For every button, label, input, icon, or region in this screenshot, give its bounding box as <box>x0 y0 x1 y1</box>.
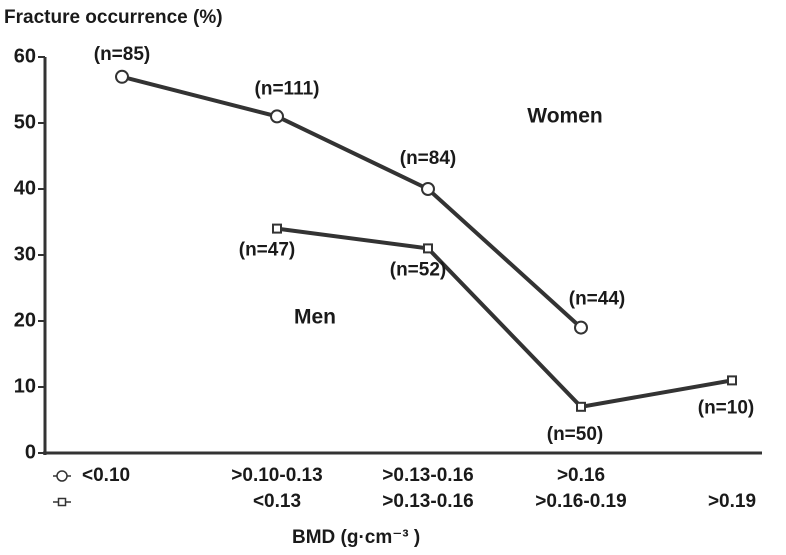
y-tick-label: 50 <box>14 111 36 133</box>
x-tick-label: <0.10 <box>82 465 130 486</box>
n-label: (n=44) <box>569 289 626 310</box>
n-label: (n=85) <box>94 44 151 65</box>
legend-marker <box>57 497 67 507</box>
n-label: (n=52) <box>390 259 447 280</box>
y-tick-label: 30 <box>14 243 36 265</box>
point <box>423 243 433 254</box>
series-line <box>121 74 583 330</box>
n-label: (n=47) <box>239 240 296 261</box>
point <box>576 401 586 412</box>
x-tick-label: >0.13-0.16 <box>382 465 473 486</box>
n-label: (n=111) <box>255 78 320 99</box>
y-tick-label: 0 <box>25 441 36 463</box>
point <box>727 375 737 386</box>
legend-marker <box>56 470 68 482</box>
series-line <box>276 226 733 409</box>
y-tick-label: 20 <box>14 309 36 331</box>
y-tick-label: 40 <box>14 177 36 199</box>
y-axis-title: Fracture occurrence (%) <box>4 7 223 28</box>
series-name: Women <box>527 105 602 128</box>
x-tick-label: >0.10-0.13 <box>231 465 322 486</box>
y-tick-label: 60 <box>14 45 36 67</box>
series-name: Men <box>294 306 336 329</box>
x-tick-label: >0.16-0.19 <box>535 491 626 512</box>
point <box>270 109 284 124</box>
point <box>421 182 435 196</box>
n-label: (n=10) <box>698 397 755 418</box>
x-tick-label: >0.13-0.16 <box>382 491 473 512</box>
point <box>272 223 282 234</box>
x-tick-label: >0.16 <box>557 465 605 486</box>
y-tick-label: 10 <box>14 375 36 397</box>
n-label: (n=84) <box>400 148 457 169</box>
x-axis-title: BMD (g·cm⁻³ ) <box>292 527 420 548</box>
point <box>115 69 129 84</box>
point <box>574 320 588 335</box>
x-tick-label: >0.19 <box>708 491 756 512</box>
n-label: (n=50) <box>547 424 604 445</box>
x-tick-label: <0.13 <box>253 491 301 512</box>
